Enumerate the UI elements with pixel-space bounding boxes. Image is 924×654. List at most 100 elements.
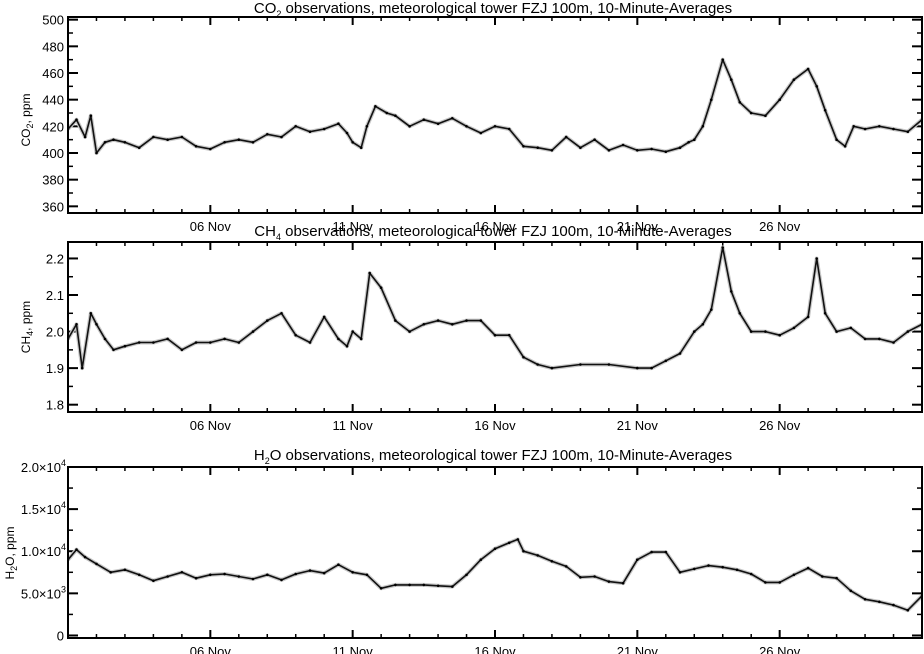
- co2-data-point: [564, 135, 568, 139]
- h2o-data-point: [194, 576, 198, 580]
- h2o-panel: H2O observations, meteorological tower F…: [3, 447, 923, 654]
- h2o-data-point: [749, 572, 753, 576]
- h2o-data-point: [707, 564, 710, 567]
- ch4-data-point: [815, 257, 818, 260]
- ch4-panel: CH4 observations, meteorological tower F…: [19, 223, 923, 433]
- co2-y-tick-label: 460: [42, 66, 64, 81]
- h2o-data-point: [365, 573, 369, 577]
- co2-data-point: [365, 125, 369, 128]
- ch4-data-point: [892, 341, 895, 344]
- h2o-data-point: [878, 600, 881, 604]
- co2-data-point: [738, 101, 742, 104]
- co2-data-point: [593, 138, 596, 141]
- h2o-data-point: [906, 608, 910, 612]
- h2o-data-point: [849, 589, 853, 593]
- ch4-data-point: [710, 308, 713, 311]
- ch4-data-point: [579, 363, 582, 366]
- ch4-data-point: [764, 330, 767, 333]
- ch4-data-point: [322, 315, 326, 319]
- h2o-data-point: [408, 583, 411, 587]
- ch4-data-point: [251, 330, 255, 333]
- co2-data-point: [422, 118, 426, 121]
- ch4-data-point: [536, 363, 539, 366]
- co2-data-point: [749, 111, 753, 115]
- ch4-data-point: [345, 344, 349, 348]
- h2o-data-point: [821, 575, 824, 578]
- ch4-series-line: [69, 246, 921, 369]
- co2-data-point: [835, 138, 838, 141]
- co2-data-point: [579, 146, 582, 149]
- ch4-data-point: [906, 330, 910, 333]
- h2o-data-point: [550, 560, 554, 563]
- co2-data-point: [223, 141, 226, 144]
- ch4-data-point: [650, 366, 653, 370]
- co2-data-point: [345, 131, 349, 135]
- ch4-data-point: [137, 341, 141, 344]
- ch4-data-point: [123, 344, 127, 348]
- ch4-data-point: [69, 338, 70, 340]
- co2-data-point: [730, 78, 733, 81]
- co2-data-point: [636, 149, 639, 152]
- h2o-data-point: [337, 563, 340, 566]
- ch4-data-point: [95, 323, 98, 326]
- co2-data-point: [152, 135, 155, 139]
- ch4-data-point: [436, 319, 440, 322]
- co2-data-point: [721, 58, 724, 61]
- h2o-data-point: [579, 576, 582, 579]
- ch4-data-point: [359, 337, 363, 341]
- co2-data-point: [280, 135, 283, 139]
- ch4-data-point: [738, 312, 742, 315]
- co2-data-point: [465, 125, 468, 128]
- h2o-data-point: [166, 575, 169, 578]
- h2o-data-point: [209, 573, 212, 577]
- ch4-plot-area: 06 Nov 11 Nov 16 Nov 21 Nov 26 Nov 1.8 1.9 2.0 2…: [46, 241, 923, 433]
- h2o-data-point: [920, 595, 921, 597]
- co2-data-point: [337, 122, 340, 125]
- co2-data-point: [385, 111, 389, 115]
- co2-data-point: [137, 146, 141, 149]
- h2o-data-point: [322, 571, 326, 575]
- co2-data-point: [251, 141, 255, 144]
- h2o-data-point: [507, 541, 511, 545]
- co2-data-point: [103, 141, 107, 144]
- ch4-data-point: [778, 333, 781, 337]
- ch4-data-point: [280, 312, 283, 315]
- ch4-y-tick-label: 2.1: [46, 288, 64, 303]
- ch4-data-point: [209, 341, 212, 344]
- h2o-data-point: [792, 573, 796, 577]
- co2-data-point: [75, 118, 78, 121]
- co2-data-point: [852, 125, 855, 128]
- co2-data-point: [479, 131, 483, 135]
- co2-data-point: [322, 127, 326, 131]
- ch4-data-point: [878, 337, 881, 341]
- co2-data-point: [522, 145, 525, 148]
- ch4-x-tick-label: 21 Nov: [617, 418, 659, 433]
- ch4-data-point: [479, 319, 483, 322]
- co2-data-point: [892, 127, 895, 131]
- h2o-data-point: [351, 571, 355, 574]
- ch4-data-point: [80, 366, 84, 370]
- co2-data-point: [906, 130, 910, 133]
- h2o-data-point: [180, 571, 184, 574]
- ch4-y-tick-label: 1.9: [46, 361, 64, 376]
- h2o-data-point: [564, 565, 568, 568]
- ch4-data-point: [749, 330, 753, 333]
- ch4-data-point: [368, 271, 372, 275]
- co2-data-point: [89, 114, 93, 117]
- h2o-y-tick-label: 1.5×104: [21, 500, 66, 517]
- co2-x-tick-label: 21 Nov: [617, 219, 659, 234]
- h2o-data-point: [636, 558, 639, 561]
- co2-data-point: [180, 135, 184, 139]
- ch4-data-point: [806, 315, 810, 319]
- h2o-y-axis-label: H2O, ppm: [3, 526, 19, 579]
- h2o-data-point: [678, 571, 682, 574]
- ch4-series-spread: [69, 245, 921, 371]
- co2-data-point: [394, 114, 397, 117]
- co2-data-point: [710, 98, 713, 101]
- h2o-data-point: [593, 575, 596, 578]
- ch4-data-point: [351, 330, 355, 333]
- co2-chart-title: CO2 observations, meteorological tower F…: [254, 0, 732, 19]
- ch4-data-point: [849, 326, 853, 330]
- ch4-data-point: [194, 341, 198, 344]
